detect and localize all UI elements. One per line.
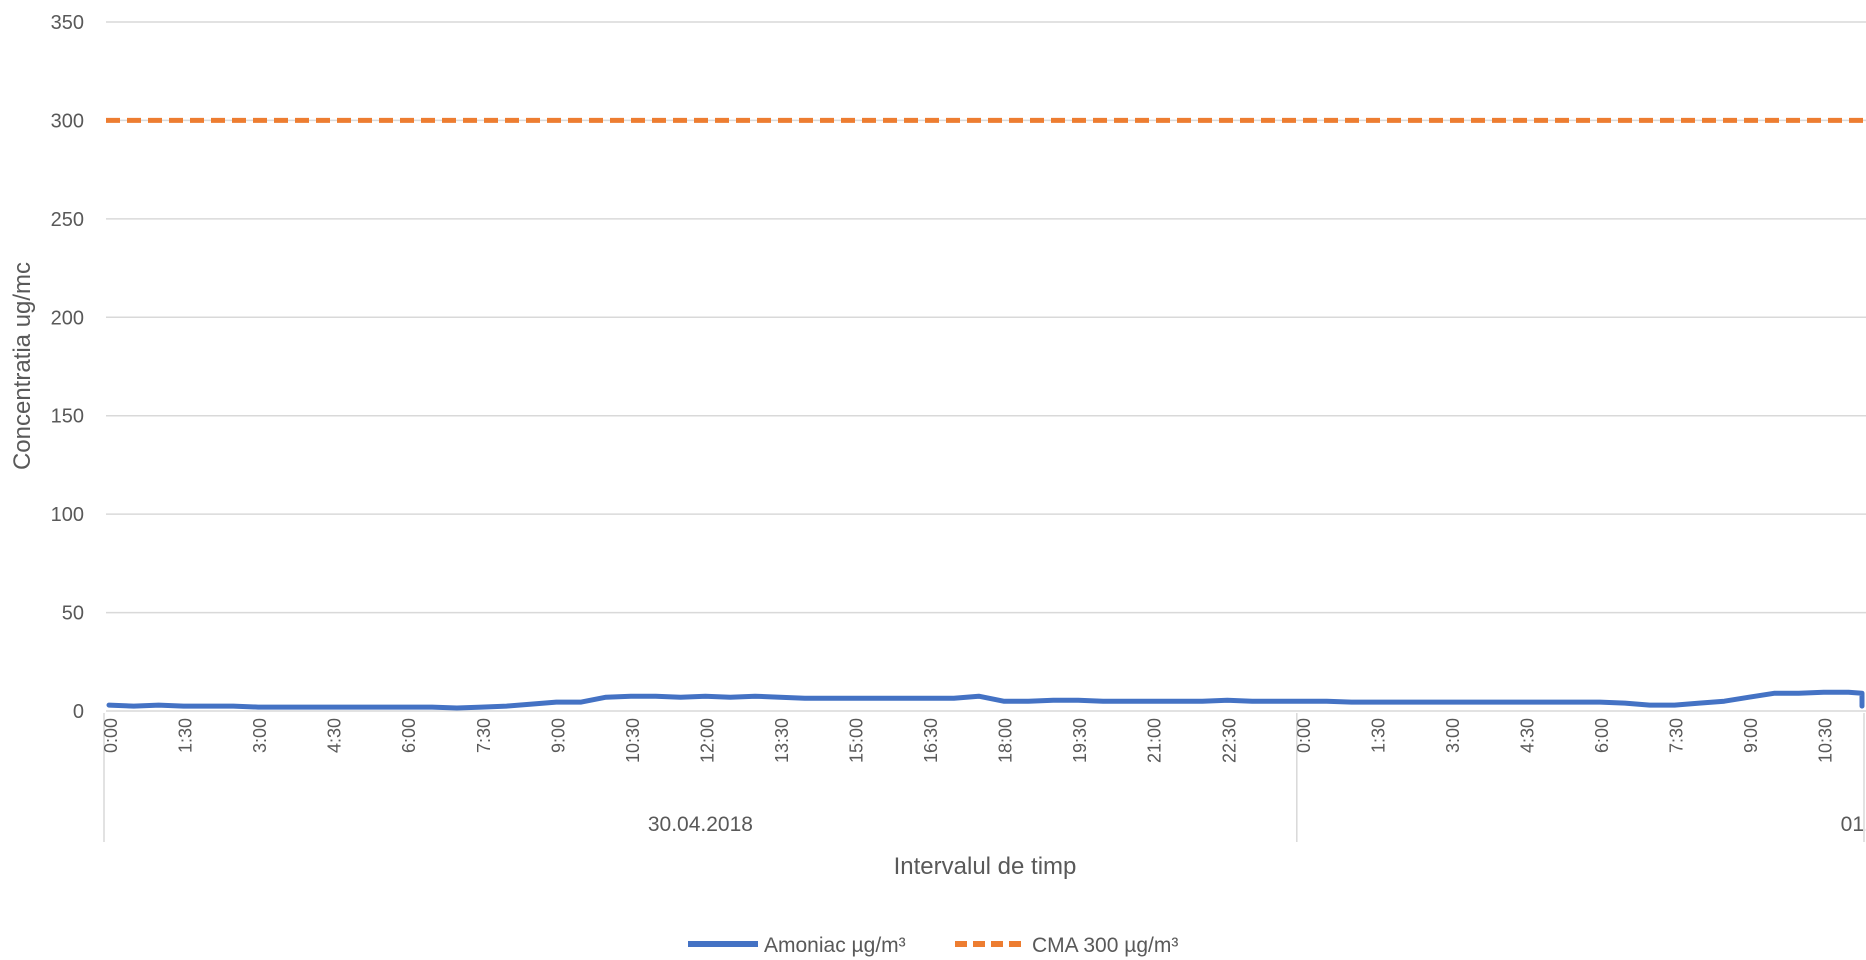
y-tick-label: 0 <box>73 701 84 723</box>
x-tick-label: 6:00 <box>399 718 419 753</box>
x-tick-label: 4:30 <box>1518 718 1538 753</box>
day-label: 01.05.2018 <box>1841 813 1866 836</box>
series-line-amoniac <box>106 689 1865 711</box>
x-tick-label: 6:00 <box>1592 718 1612 753</box>
x-tick-label: 10:30 <box>623 718 643 763</box>
x-tick-label: 7:30 <box>474 718 494 753</box>
y-tick-label: 350 <box>51 12 84 34</box>
y-tick-label: 100 <box>51 504 84 526</box>
x-tick-label: 16:30 <box>921 718 941 763</box>
series-group <box>106 117 1866 711</box>
gridlines <box>106 21 1866 614</box>
y-tick-label: 150 <box>51 406 84 428</box>
x-tick-label: 3:00 <box>1443 718 1463 753</box>
x-tick-label: 3:00 <box>250 718 270 753</box>
x-tick-label: 0:00 <box>101 718 121 753</box>
x-axis: 0:00 1:30 3:00 4:30 6:00 7:30 9:00 10:30 12:00 13… <box>101 710 1866 842</box>
x-tick-label: 10:30 <box>1816 718 1836 763</box>
x-tick-label: 7:30 <box>1667 718 1687 753</box>
x-tick-label: 1:30 <box>1368 718 1388 753</box>
legend: Amoniac µg/m³ CMA 300 µg/m³ <box>688 934 1178 957</box>
x-tick-label: 12:00 <box>697 718 717 763</box>
x-tick-label: 4:30 <box>325 718 345 753</box>
x-axis-title: Intervalul de timp <box>894 853 1077 880</box>
x-tick-label: 19:30 <box>1070 718 1090 763</box>
x-tick-label: 15:00 <box>847 718 867 763</box>
x-tick-label: 1:30 <box>176 718 196 753</box>
legend-label-cma: CMA 300 µg/m³ <box>1032 934 1178 957</box>
y-axis-title: Concentratia ug/mc <box>9 262 36 470</box>
y-tick-label: 300 <box>51 110 84 132</box>
y-axis-ticks: 0 50 100 150 200 250 300 350 <box>51 12 84 723</box>
x-tick-label: 22:30 <box>1219 718 1239 763</box>
y-tick-label: 50 <box>62 603 84 625</box>
x-tick-label: 21:00 <box>1145 718 1165 763</box>
x-tick-label: 13:30 <box>772 718 792 763</box>
y-tick-label: 200 <box>51 307 84 329</box>
legend-label-amoniac: Amoniac µg/m³ <box>764 934 906 957</box>
x-tick-label: 9:00 <box>1741 718 1761 753</box>
x-tick-label: 0:00 <box>1294 718 1314 753</box>
x-tick-label: 18:00 <box>996 718 1016 763</box>
y-tick-label: 250 <box>51 209 84 231</box>
x-tick-label: 9:00 <box>548 718 568 753</box>
day-label: 30.04.2018 <box>648 813 753 836</box>
